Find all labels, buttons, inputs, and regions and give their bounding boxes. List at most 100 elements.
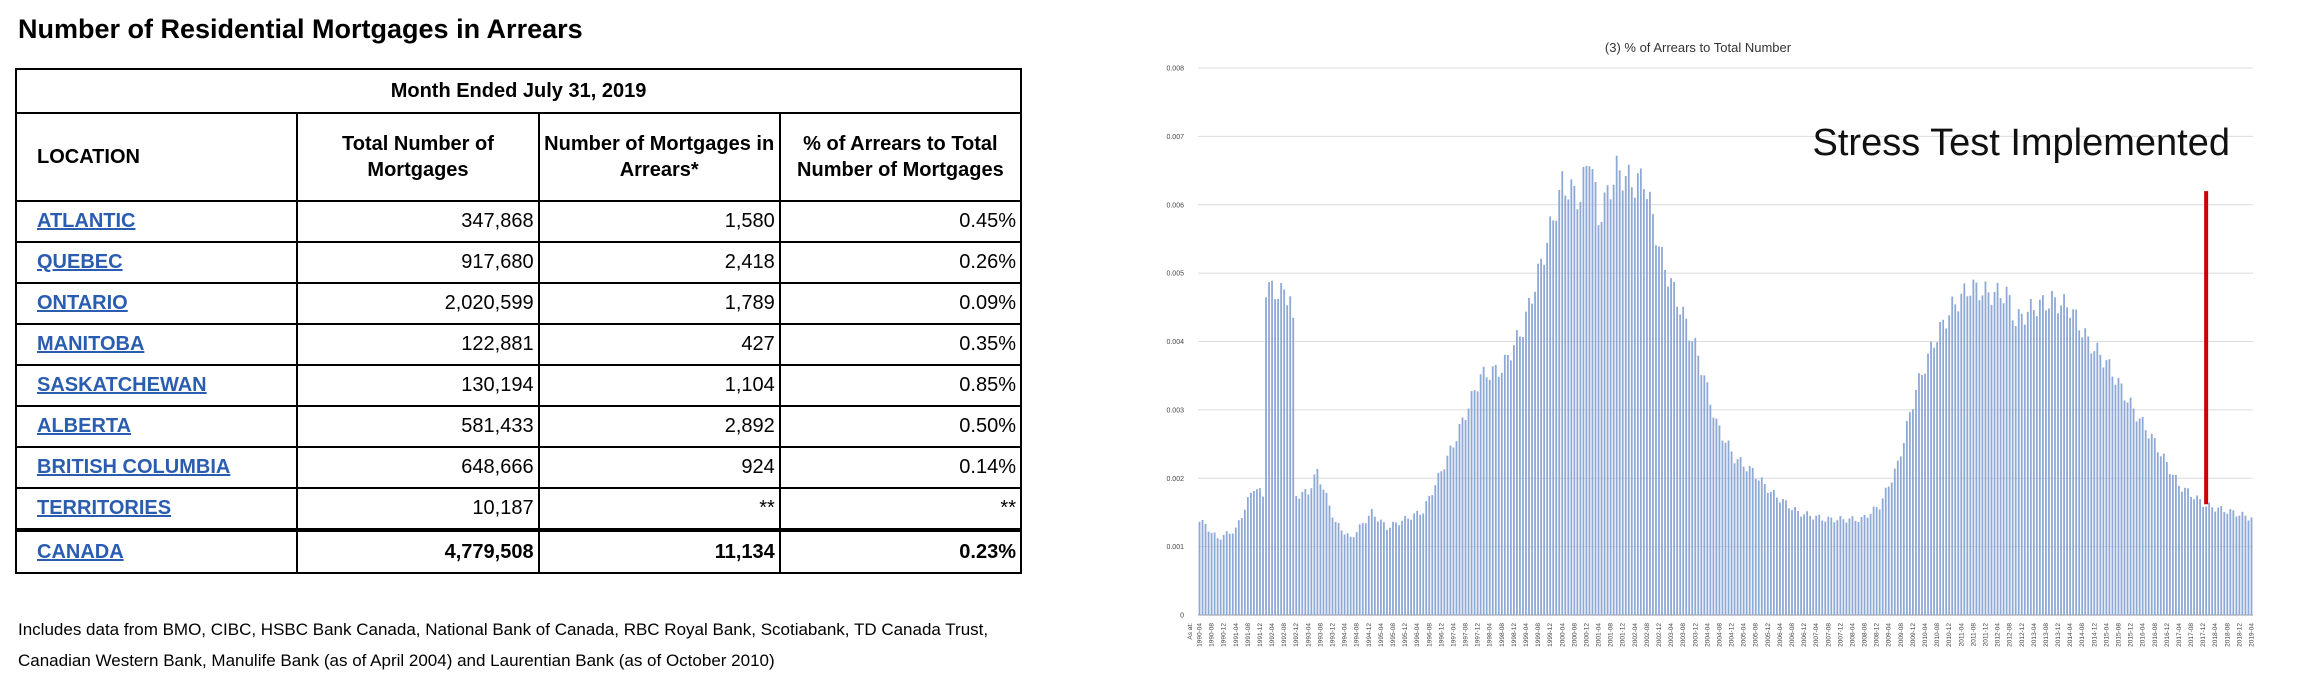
location-link-atlantic[interactable]: ATLANTIC (37, 210, 136, 232)
bar (1899, 456, 1902, 615)
bar (1322, 489, 1325, 615)
bar (1564, 195, 1567, 615)
y-tick-label: 0.002 (1166, 476, 1184, 483)
bar (2048, 308, 2050, 615)
x-tick-label: 2016-12 (2164, 623, 2171, 647)
bar (1694, 337, 1697, 615)
bar (1785, 500, 1787, 615)
bar (1661, 247, 1663, 616)
bar (1440, 471, 1443, 615)
bar (1579, 201, 1582, 615)
x-tick-label: 2011-12 (1982, 623, 1989, 647)
bar (1446, 455, 1449, 615)
x-tick-label: 2012-08 (2007, 623, 2014, 647)
bar (1519, 336, 1521, 615)
bar (1884, 487, 1887, 615)
location-link-saskatchewan[interactable]: SASKATCHEWAN (37, 374, 207, 396)
bar (1724, 442, 1727, 615)
bar (2011, 320, 2014, 615)
bar (1875, 507, 1878, 615)
bar (1392, 521, 1394, 615)
bar (1500, 372, 1503, 615)
bar (1821, 520, 1824, 615)
bar (2008, 295, 2011, 615)
x-tick-label: 1992-08 (1281, 623, 1288, 647)
bar (1310, 488, 1313, 615)
bar (1969, 295, 1972, 615)
bar (2132, 408, 2135, 615)
bar (1328, 505, 1331, 615)
percent-cell: 0.23% (778, 528, 1023, 574)
bar (1367, 515, 1370, 615)
bar (1319, 484, 1322, 615)
bar (1337, 522, 1340, 615)
bar (1797, 511, 1799, 615)
bar (1736, 459, 1739, 615)
bar (1298, 498, 1301, 615)
bar (1915, 389, 1917, 615)
bar (2029, 298, 2032, 615)
bar (1307, 494, 1310, 615)
bar (2075, 309, 2078, 615)
bar (1763, 483, 1766, 615)
location-link-canada[interactable]: CANADA (37, 540, 124, 563)
bar (1591, 169, 1594, 615)
location-link-alberta[interactable]: ALBERTA (37, 415, 132, 437)
bar (2063, 294, 2065, 615)
bar (1633, 197, 1636, 615)
bar (1488, 379, 1491, 615)
location-link-territories[interactable]: TERRITORIES (37, 497, 172, 519)
arrears-cell: ** (537, 487, 781, 531)
bar (1854, 520, 1857, 615)
x-tick-label: 2007-12 (1837, 623, 1844, 647)
bar (1398, 525, 1400, 615)
bar (1715, 418, 1718, 615)
x-tick-label: 2002-08 (1644, 623, 1651, 647)
bar (1730, 451, 1733, 615)
bar (1658, 246, 1660, 615)
bar (1555, 220, 1558, 615)
x-tick-label: 2013-08 (2043, 623, 2050, 647)
bar (1700, 375, 1703, 615)
bar (1373, 516, 1376, 615)
x-tick-label: 2004-04 (1704, 623, 1711, 647)
bar (1201, 520, 1204, 615)
location-link-ontario[interactable]: ONTARIO (37, 292, 128, 314)
y-tick-label: 0.004 (1166, 339, 1184, 346)
location-link-british-columbia[interactable]: BRITISH COLUMBIA (37, 456, 231, 478)
x-tick-label: 1991-12 (1257, 623, 1264, 647)
x-tick-label: 2010-12 (1946, 623, 1953, 647)
bar (1936, 342, 1939, 615)
bar (1809, 515, 1812, 615)
location-link-manitoba[interactable]: MANITOBA (37, 333, 145, 355)
bar (1301, 491, 1304, 615)
bar (1516, 330, 1518, 615)
x-tick-label: 2014-04 (2067, 623, 2074, 647)
bar (1494, 364, 1497, 615)
x-tick-label: 1996-12 (1438, 623, 1445, 647)
bar (1627, 164, 1630, 615)
bar (1289, 296, 1292, 615)
bar (2102, 367, 2105, 615)
bar (2129, 397, 2132, 615)
bar (1455, 441, 1458, 615)
bar (2238, 515, 2241, 615)
bar (1688, 340, 1691, 615)
bar (1718, 425, 1721, 615)
bar (1552, 220, 1555, 615)
percent-cell: 0.26% (778, 241, 1023, 284)
bar (1624, 175, 1627, 615)
location-link-quebec[interactable]: QUEBEC (37, 251, 123, 273)
x-tick-label: 1990-04 (1197, 623, 1204, 647)
bar (2038, 299, 2041, 615)
x-tick-label: 1995-12 (1402, 623, 1409, 647)
bar (1766, 492, 1769, 615)
bar (1845, 522, 1848, 615)
bar (1271, 280, 1273, 615)
bar (1295, 495, 1298, 615)
bar (1709, 404, 1712, 615)
x-tick-label: 2009-04 (1886, 623, 1893, 647)
bar (1546, 242, 1549, 615)
bar (1331, 517, 1334, 615)
bar (1543, 264, 1546, 615)
